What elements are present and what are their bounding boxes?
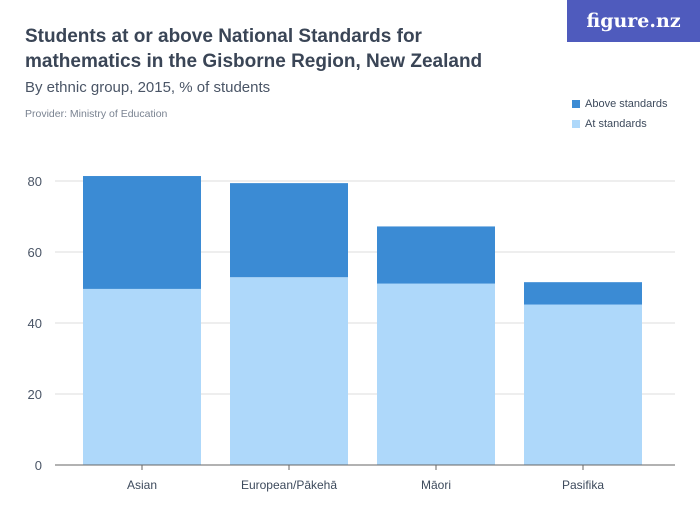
y-tick-label: 20: [28, 387, 42, 402]
legend-label-at: At standards: [585, 118, 647, 130]
legend-at: At standards: [572, 118, 647, 130]
x-tick-label: European/Pākehā: [241, 478, 337, 492]
legend-label-above: Above standards: [585, 98, 668, 110]
provider-note: Provider: Ministry of Education: [25, 108, 168, 120]
bar-above: [524, 282, 642, 305]
x-tick-label: Pasifika: [562, 478, 604, 492]
chart-subtitle: By ethnic group, 2015, % of students: [25, 79, 271, 96]
y-tick-label: 60: [28, 245, 42, 260]
bar-above: [377, 226, 495, 284]
y-tick-label: 80: [28, 174, 42, 189]
x-tick-label: Māori: [421, 478, 451, 492]
bar-above: [230, 183, 348, 278]
chart-title: Students at or above National Standards …: [25, 26, 483, 72]
legend-swatch-above: [572, 100, 580, 108]
bar-at: [377, 283, 495, 465]
y-tick-label: 0: [35, 458, 42, 473]
x-tick-label: Asian: [127, 478, 157, 492]
figure-nz-logo[interactable]: figure.nz: [567, 0, 700, 42]
bar-at: [83, 288, 201, 465]
y-tick-label: 40: [28, 316, 42, 331]
bar-at: [524, 304, 642, 465]
legend-swatch-at: [572, 120, 580, 128]
bar-at: [230, 277, 348, 465]
bar-above: [83, 176, 201, 289]
legend-above: Above standards: [572, 98, 668, 110]
